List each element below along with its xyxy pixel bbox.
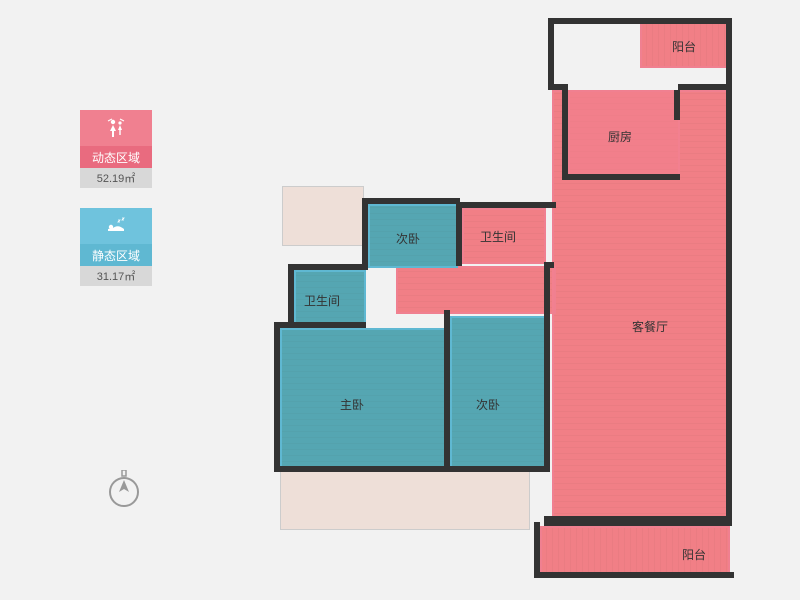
wall [544,262,550,470]
legend-dynamic-icon-box [80,110,152,146]
sleep-icon [104,216,128,236]
balcony-slab [282,186,364,246]
legend-dynamic-value: 52.19㎡ [80,168,152,188]
wall [548,18,554,90]
room-label-living: 客餐厅 [632,318,668,335]
zone-overlay-hall [396,266,556,314]
wall [562,174,680,180]
room-label-bed2a: 次卧 [396,230,420,247]
wall [362,198,460,204]
people-icon [104,118,128,138]
room-label-bath2: 卫生间 [304,292,340,309]
wall [534,572,734,578]
room-label-master: 主卧 [340,396,364,413]
wall [674,90,680,120]
compass-icon [106,470,142,515]
zone-overlay-bed2b [450,316,550,468]
legend-static-label: 静态区域 [80,244,152,266]
wall [274,466,550,472]
legend-static-value: 31.17㎡ [80,266,152,286]
wall [288,264,294,326]
wall [726,18,732,526]
room-label-bath1: 卫生间 [480,228,516,245]
wall [444,310,450,470]
room-label-bed2b: 次卧 [476,396,500,413]
wall [534,522,540,576]
room-label-kitchen: 厨房 [608,128,632,145]
wall [678,84,732,90]
wall [456,202,462,266]
legend-dynamic-label: 动态区域 [80,146,152,168]
room-label-balcony_top: 阳台 [672,38,696,55]
wall [544,262,554,268]
wall [544,516,732,526]
wall [548,18,732,24]
wall [288,264,368,270]
wall [456,202,556,208]
wall [562,90,568,180]
legend-dynamic: 动态区域 52.19㎡ [80,110,152,188]
legend-static-icon-box [80,208,152,244]
zone-overlay-living [552,90,728,520]
balcony-slab [280,470,530,530]
room-label-balcony_bot: 阳台 [682,546,706,563]
legend-static: 静态区域 31.17㎡ [80,208,152,286]
floorplan: 阳台厨房卫生间客餐厅次卧卫生间主卧次卧阳台 [280,18,740,578]
wall [274,322,280,472]
wall [274,322,366,328]
legend: 动态区域 52.19㎡ 静态区域 31.17㎡ [80,110,152,306]
wall [362,198,368,270]
